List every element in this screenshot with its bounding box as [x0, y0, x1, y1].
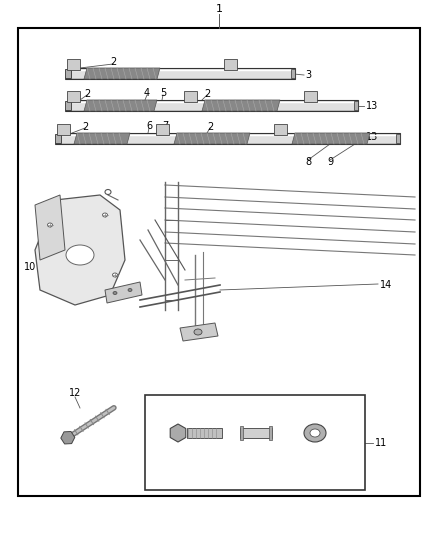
Polygon shape [292, 133, 370, 144]
Bar [269, 426, 272, 440]
Polygon shape [84, 68, 160, 79]
Bar [18, 28, 420, 496]
Bar [240, 428, 272, 438]
Polygon shape [156, 124, 169, 135]
Bar [240, 426, 243, 440]
Polygon shape [84, 100, 157, 111]
Text: 12: 12 [69, 388, 81, 398]
Polygon shape [65, 68, 295, 79]
Text: 2: 2 [82, 122, 88, 132]
Text: 13: 13 [366, 132, 378, 142]
Text: 8: 8 [305, 157, 311, 167]
Text: 1: 1 [215, 4, 223, 14]
Polygon shape [202, 100, 280, 111]
Bar [396, 134, 400, 143]
Bar [291, 69, 295, 78]
Polygon shape [65, 100, 358, 111]
Polygon shape [57, 124, 70, 135]
Text: 2: 2 [110, 57, 116, 67]
Text: 4: 4 [144, 88, 150, 98]
Bar [65, 69, 71, 78]
Text: 11: 11 [375, 438, 387, 448]
Ellipse shape [66, 245, 94, 265]
Polygon shape [55, 133, 400, 144]
Text: 13: 13 [366, 101, 378, 111]
Text: 2: 2 [207, 122, 213, 132]
Text: 7: 7 [162, 121, 168, 131]
Polygon shape [67, 59, 80, 70]
Polygon shape [184, 91, 197, 102]
Ellipse shape [47, 223, 53, 227]
Polygon shape [105, 282, 142, 303]
Polygon shape [180, 323, 218, 341]
Bar [187, 428, 222, 438]
Polygon shape [35, 195, 65, 260]
Text: 9: 9 [327, 157, 333, 167]
Text: 6: 6 [146, 121, 152, 131]
Ellipse shape [128, 288, 132, 292]
Bar [354, 101, 358, 110]
Text: 5: 5 [160, 88, 166, 98]
Text: 3: 3 [305, 70, 311, 80]
Ellipse shape [310, 429, 320, 437]
Text: 2: 2 [84, 89, 90, 99]
Text: 10: 10 [24, 262, 36, 272]
Polygon shape [35, 195, 125, 305]
Ellipse shape [194, 329, 202, 335]
Polygon shape [224, 59, 237, 70]
Polygon shape [67, 91, 80, 102]
Polygon shape [170, 424, 186, 442]
Text: 2: 2 [204, 89, 210, 99]
Polygon shape [304, 91, 317, 102]
Polygon shape [174, 133, 250, 144]
Polygon shape [274, 124, 287, 135]
Text: 14: 14 [380, 280, 392, 290]
Polygon shape [74, 133, 130, 144]
Ellipse shape [304, 424, 326, 442]
Ellipse shape [113, 273, 117, 277]
Ellipse shape [102, 213, 107, 217]
Bar [65, 101, 71, 110]
Bar [145, 395, 365, 490]
Ellipse shape [113, 292, 117, 295]
Bar [55, 134, 61, 143]
Polygon shape [61, 432, 75, 444]
